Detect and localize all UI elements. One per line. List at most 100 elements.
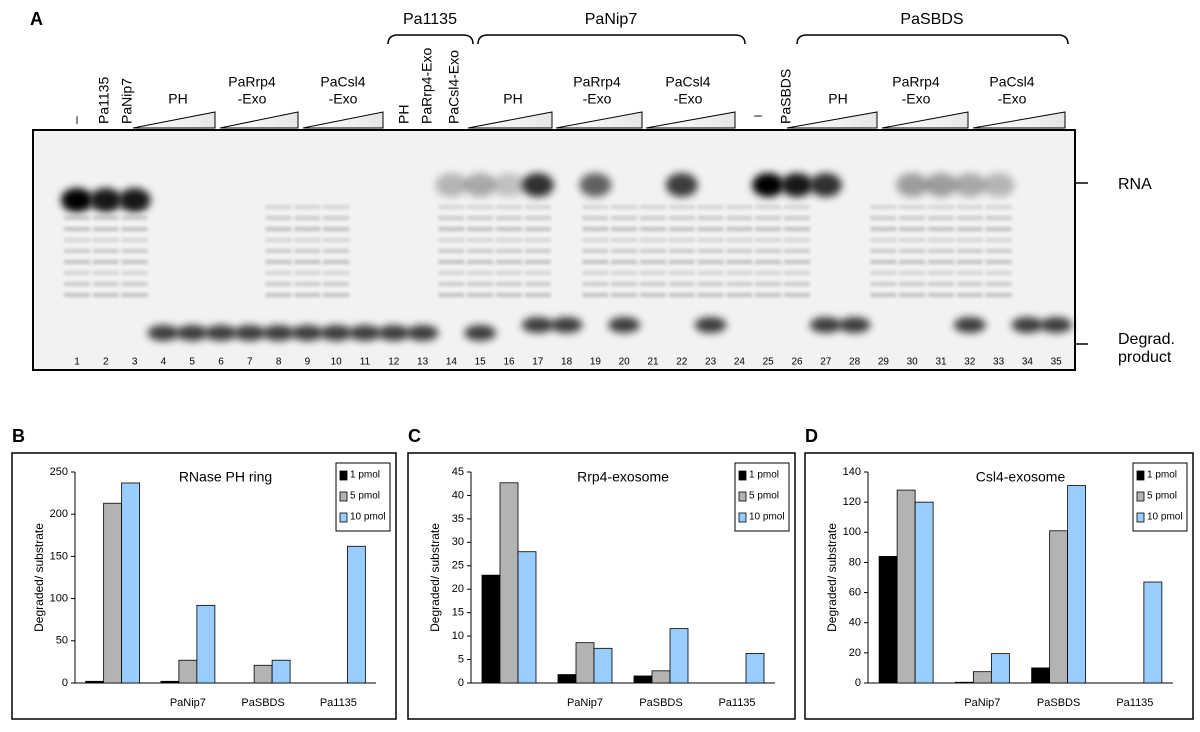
- gel-smear: [582, 216, 609, 220]
- gel-smear: [294, 260, 321, 264]
- gel-smear: [265, 282, 292, 286]
- gel-smear: [697, 205, 724, 209]
- legend-label: 1 pmol: [1147, 470, 1177, 481]
- lane-number: 2: [103, 357, 109, 368]
- gel-smear: [726, 205, 753, 209]
- gel-band: [377, 325, 410, 341]
- gel-smear: [496, 249, 522, 253]
- gel-band: [809, 173, 842, 197]
- legend-swatch: [738, 470, 747, 481]
- lane-header: PaRrp4-Exo: [419, 48, 435, 124]
- gel-smear: [294, 293, 321, 297]
- gel-smear: [611, 293, 638, 297]
- lane-header: PaCsl4-Exo: [446, 50, 462, 124]
- gel-smear: [323, 205, 350, 209]
- gel-smear: [899, 227, 926, 231]
- gel-band: [896, 173, 929, 197]
- y-axis-label: Degraded/ substrate: [428, 523, 442, 632]
- gel-smear: [956, 260, 983, 264]
- lane-header: PH: [828, 91, 847, 107]
- y-tick-label: 60: [849, 586, 861, 598]
- gel-smear: [928, 260, 954, 264]
- lane-number: 4: [161, 357, 167, 368]
- lane-header: Pa1135: [96, 77, 112, 124]
- gel-smear: [265, 205, 292, 209]
- lane-header: PH: [396, 105, 412, 124]
- y-tick-label: 5: [458, 653, 464, 665]
- gel-smear: [784, 238, 810, 242]
- legend-label: 1 pmol: [350, 470, 380, 481]
- gel-smear: [438, 249, 465, 253]
- gel-smear: [467, 260, 494, 264]
- gel-smear: [899, 260, 926, 264]
- gel-smear: [956, 293, 983, 297]
- gel-smear: [64, 249, 90, 253]
- gel-smear: [956, 227, 983, 231]
- y-tick-label: 0: [62, 677, 68, 689]
- bar: [651, 670, 671, 684]
- gel-smear: [582, 205, 609, 209]
- lane-header: -Exo: [998, 91, 1027, 107]
- x-tick-label: PaNip7: [567, 697, 603, 709]
- gel-smear: [496, 282, 522, 286]
- concentration-wedge: [555, 111, 643, 129]
- x-tick-label: Pa1135: [320, 697, 357, 709]
- gel-smear: [92, 293, 119, 297]
- gel-smear: [294, 238, 321, 242]
- gel-smear: [611, 205, 638, 209]
- gel-band: [262, 325, 295, 341]
- gel-smear: [726, 271, 753, 275]
- y-tick-label: 100: [50, 593, 68, 605]
- gel-band: [521, 317, 554, 333]
- gel-smear: [294, 271, 321, 275]
- gel-smear: [64, 205, 90, 209]
- bar: [1049, 530, 1069, 684]
- lane-number: 1: [74, 357, 80, 368]
- x-tick-label: PaNip7: [170, 697, 206, 709]
- gel-smear: [870, 238, 897, 242]
- chart-title: RNase PH ring: [179, 469, 272, 485]
- gel-smear: [755, 238, 782, 242]
- concentration-wedge: [467, 111, 553, 129]
- legend-swatch: [1136, 470, 1145, 481]
- gel-smear: [121, 216, 148, 220]
- gel-smear: [899, 249, 926, 253]
- gel-band: [464, 325, 497, 341]
- y-tick-label: 140: [843, 466, 861, 478]
- bar: [954, 681, 974, 684]
- gel-band: [694, 317, 727, 333]
- y-tick-label: 250: [50, 466, 68, 478]
- lane-header: PaCsl4: [665, 74, 710, 90]
- lane-number: 22: [676, 357, 688, 368]
- gel-smear: [323, 271, 350, 275]
- gel-band: [1011, 317, 1044, 333]
- gel-smear: [640, 216, 666, 220]
- lane-number: 20: [619, 357, 631, 368]
- lane-header: PaCsl4: [320, 74, 365, 90]
- gel-smear: [899, 216, 926, 220]
- gel-smear: [294, 216, 321, 220]
- gel-band: [291, 325, 324, 341]
- lane-number: 32: [964, 357, 976, 368]
- gel-smear: [294, 282, 321, 286]
- y-axis-label: Degraded/ substrate: [32, 523, 46, 632]
- panel-label: A: [30, 9, 43, 29]
- gel-smear: [92, 216, 119, 220]
- bar: [85, 680, 105, 684]
- bar: [669, 628, 689, 684]
- gel-smear: [611, 260, 638, 264]
- lane-number: 28: [849, 357, 861, 368]
- concentration-wedge: [302, 111, 384, 129]
- legend-swatch: [1136, 512, 1145, 523]
- gel-smear: [611, 227, 638, 231]
- gel-smear: [438, 238, 465, 242]
- gel-smear: [294, 205, 321, 209]
- gel-smear: [985, 260, 1012, 264]
- gel-smear: [92, 227, 119, 231]
- gel-smear: [265, 249, 292, 253]
- lane-number: 23: [705, 357, 717, 368]
- lane-number: 15: [475, 357, 487, 368]
- gel-smear: [582, 227, 609, 231]
- gel-smear: [64, 227, 90, 231]
